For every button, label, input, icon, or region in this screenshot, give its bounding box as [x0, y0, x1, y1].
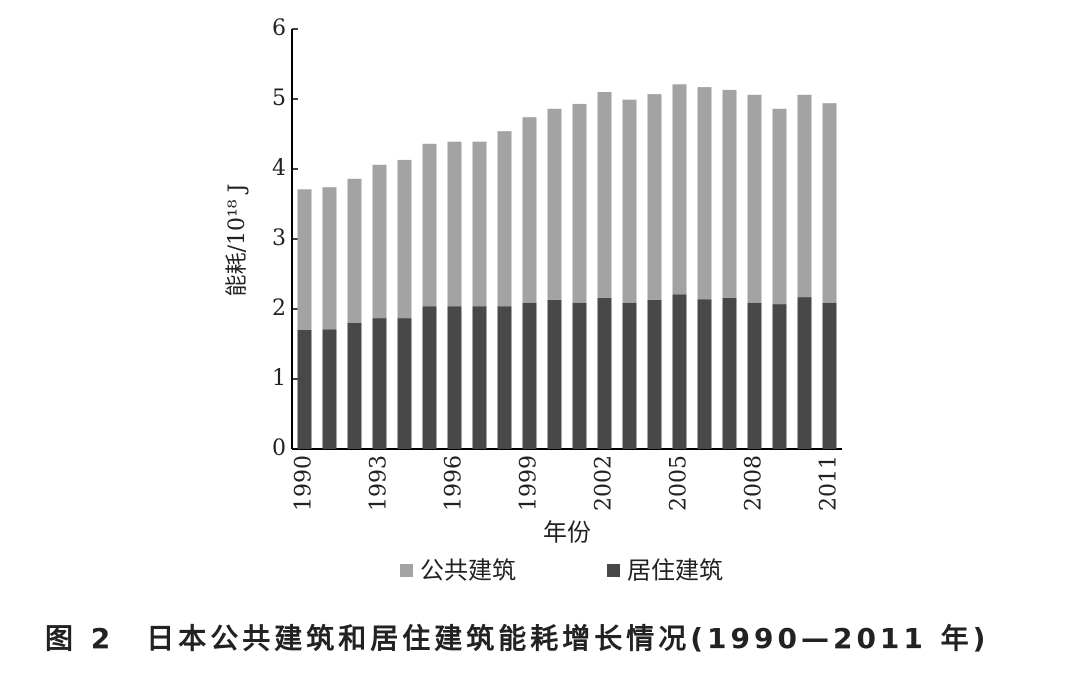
bar-segment — [422, 143, 437, 307]
bar-segment — [397, 318, 412, 449]
x-tick-label: 2008 — [742, 455, 767, 511]
bar-segment — [372, 164, 387, 319]
bar-segment — [372, 318, 387, 449]
bar-segment — [522, 117, 537, 303]
bar-segment — [822, 103, 837, 303]
x-tick-label: 2002 — [592, 455, 617, 511]
bar-segment — [622, 99, 637, 303]
x-axis-label: 年份 — [543, 519, 591, 547]
bar-segment — [547, 299, 562, 449]
bar-segment — [397, 159, 412, 319]
bar-segment — [447, 306, 462, 449]
x-tick-label: 1993 — [367, 455, 392, 511]
legend-swatch — [400, 564, 413, 577]
bar-segment — [347, 178, 362, 323]
bar-segment — [322, 187, 337, 330]
bar-segment — [597, 92, 612, 298]
bar-segment — [647, 94, 662, 300]
bar-segment — [297, 330, 312, 449]
x-tick-label: 1990 — [292, 455, 317, 511]
bar-segment — [797, 94, 812, 298]
x-tick-label: 1996 — [442, 455, 467, 511]
bar-segment — [472, 306, 487, 449]
bar-segment — [347, 323, 362, 449]
bar-segment — [672, 294, 687, 449]
bar-segment — [597, 297, 612, 449]
bar-segment — [822, 302, 837, 449]
y-axis-label: 能耗/10¹⁸ J — [225, 184, 250, 297]
bar-segment — [447, 141, 462, 307]
legend-swatch — [607, 564, 620, 577]
y-tick-label: 1 — [272, 366, 286, 391]
bar-segment — [572, 302, 587, 449]
y-tick-label: 5 — [272, 86, 286, 111]
x-tick-label: 2011 — [817, 455, 842, 511]
y-tick-label: 2 — [272, 296, 286, 321]
bar-segment — [297, 189, 312, 330]
bar-segment — [472, 141, 487, 307]
bar-segment — [522, 302, 537, 449]
bar-segment — [697, 299, 712, 449]
bar-segment — [772, 108, 787, 305]
bar-segment — [322, 329, 337, 449]
y-tick-label: 0 — [272, 436, 286, 461]
x-tick-label: 1999 — [517, 455, 542, 511]
bar-segment — [797, 297, 812, 449]
legend-label: 居住建筑 — [627, 557, 723, 585]
bar-segment — [647, 299, 662, 449]
bar-segment — [497, 131, 512, 307]
y-tick-label: 6 — [272, 16, 286, 41]
bar-segment — [497, 306, 512, 449]
bar-segment — [747, 94, 762, 303]
caption: 图 2 日本公共建筑和居住建筑能耗增长情况(1990—2011 年) — [45, 622, 989, 655]
x-tick-label: 2005 — [667, 455, 692, 511]
bar-segment — [772, 304, 787, 449]
bar-segment — [697, 87, 712, 300]
bar-segment — [422, 306, 437, 449]
bar-segment — [572, 103, 587, 303]
y-tick-label: 3 — [272, 226, 286, 251]
bar-segment — [622, 302, 637, 449]
bar-segment — [747, 302, 762, 449]
legend-label: 公共建筑 — [420, 557, 516, 585]
bar-segment — [722, 297, 737, 449]
bar-segment — [722, 89, 737, 298]
bar-segment — [672, 84, 687, 295]
bar-segment — [547, 108, 562, 300]
y-tick-label: 4 — [272, 156, 286, 181]
